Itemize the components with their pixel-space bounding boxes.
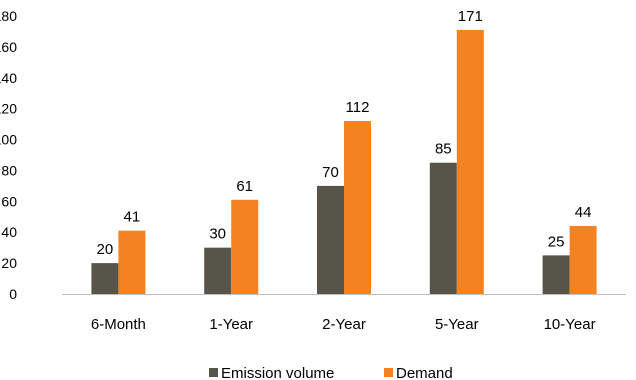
bar-demand	[344, 121, 371, 295]
x-tick-label: 2-Year	[322, 316, 366, 333]
x-tick-label: 5-Year	[435, 316, 479, 333]
y-tick-label: 180	[0, 8, 17, 24]
bar-emission-volume	[542, 255, 570, 294]
legend-swatch	[209, 368, 218, 377]
y-axis-labels: 0 20 40 60 80 100 120 140 160 180	[0, 8, 17, 302]
bar-emission-volume	[429, 162, 457, 294]
bar-emission-volume	[91, 263, 119, 294]
bar-demand	[456, 29, 484, 295]
bar-demand	[231, 199, 259, 294]
bar-emission-volume	[317, 185, 344, 294]
y-tick-label: 40	[1, 224, 17, 240]
data-label: 41	[124, 209, 141, 226]
data-labels: 20 41 30 61 70 112 85 171 25 44	[97, 8, 592, 258]
x-tick-label: 10-Year	[544, 316, 596, 333]
x-tick-label: 6-Month	[91, 316, 146, 333]
x-tick-label: 1-Year	[209, 316, 253, 333]
legend-label: Demand	[396, 365, 453, 380]
data-label: 44	[575, 204, 592, 221]
data-label: 85	[435, 141, 452, 158]
bars	[91, 29, 597, 295]
y-tick-label: 100	[0, 132, 17, 148]
legend-swatch	[384, 368, 393, 377]
y-tick-label: 160	[0, 39, 17, 55]
bar-emission-volume	[204, 247, 232, 294]
y-tick-label: 140	[0, 70, 17, 86]
data-label: 171	[458, 8, 483, 25]
legend-label: Emission volume	[221, 365, 334, 380]
data-label: 25	[548, 233, 565, 250]
data-label: 112	[346, 99, 370, 116]
data-label: 30	[209, 226, 226, 243]
data-label: 61	[236, 178, 253, 195]
x-axis-labels: 6-Month 1-Year 2-Year 5-Year 10-Year	[91, 316, 596, 333]
data-label: 70	[322, 164, 339, 181]
y-tick-label: 60	[1, 193, 17, 209]
bar-demand	[118, 230, 146, 294]
y-tick-label: 20	[1, 255, 17, 271]
bar-demand	[569, 226, 597, 294]
y-tick-label: 120	[0, 101, 17, 117]
data-label: 20	[97, 241, 114, 258]
y-tick-label: 0	[9, 286, 17, 302]
legend: Emission volume Demand	[209, 365, 453, 380]
y-tick-label: 80	[1, 162, 17, 178]
